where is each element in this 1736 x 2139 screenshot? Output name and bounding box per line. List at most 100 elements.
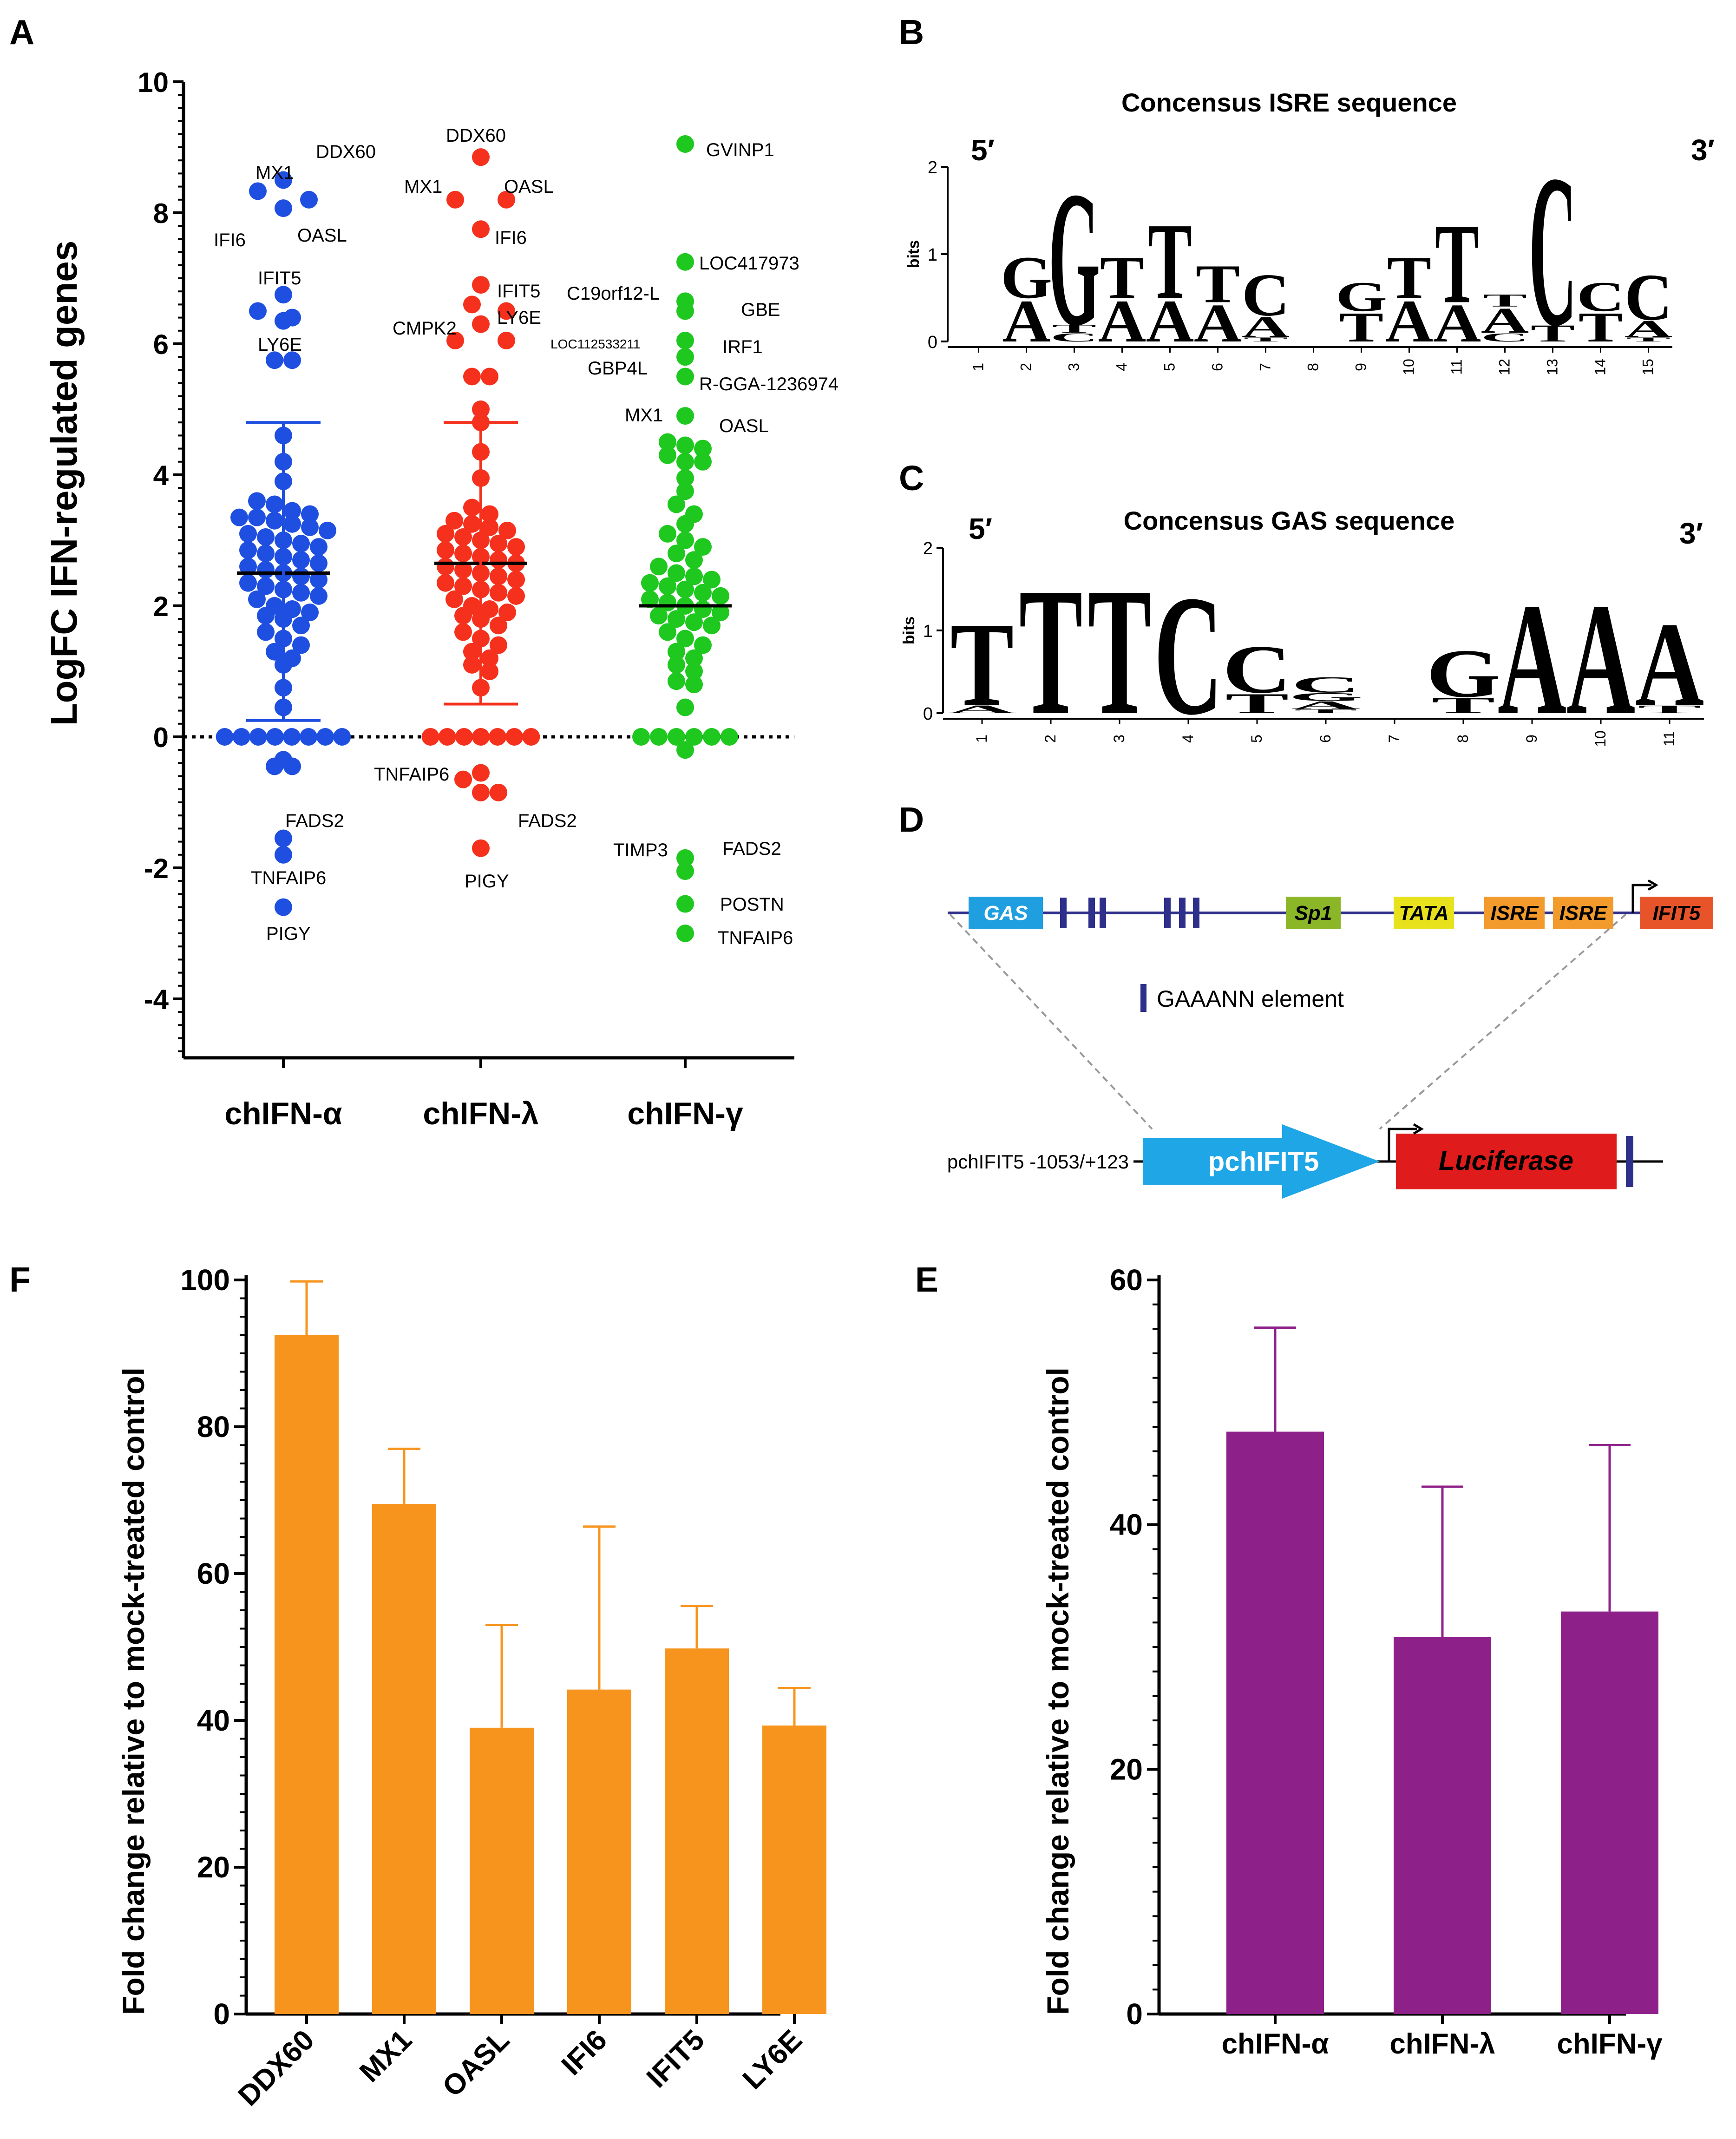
point-label: PIGY — [465, 871, 509, 892]
point-label: TNFAIP6 — [374, 764, 449, 785]
point-label: GBE — [741, 300, 780, 320]
logo-letter: A — [1002, 288, 1050, 355]
bar — [762, 1726, 826, 2014]
bar — [665, 1648, 729, 2014]
point-label: C19orf12-L — [567, 283, 660, 304]
logo-letter: T — [950, 597, 1014, 731]
gaaann-legend-icon — [1140, 984, 1146, 1012]
data-point — [248, 492, 266, 510]
data-point — [454, 623, 472, 641]
bars-e — [1226, 1326, 1658, 2014]
promoter-arrow-icon — [1143, 1124, 1380, 1199]
data-point — [668, 545, 685, 563]
gaaann-element — [1179, 898, 1186, 928]
logo-letter: A — [1242, 310, 1290, 344]
data-point — [659, 577, 676, 595]
data-point — [454, 528, 472, 546]
data-point — [650, 607, 668, 625]
data-point — [472, 783, 490, 801]
data-point — [650, 728, 668, 746]
data-point — [292, 535, 310, 553]
polya-element — [1626, 1136, 1633, 1187]
data-point — [239, 574, 257, 592]
panel-f-bar-chart: F Fold change relative to mock-treated c… — [9, 1260, 826, 2112]
data-point — [498, 190, 515, 209]
data-point — [292, 551, 310, 569]
logo-letter: T — [1531, 320, 1575, 347]
data-point — [283, 351, 301, 369]
data-point — [481, 505, 498, 523]
logo-letter: T — [1100, 244, 1144, 311]
data-point — [676, 741, 694, 759]
data-point — [249, 302, 267, 320]
logo-x-tick-label: 2 — [1018, 363, 1035, 371]
logo-x-tick-label: 11 — [1448, 359, 1465, 374]
logo-x-tick-label: 8 — [1305, 363, 1322, 371]
tata-box — [1394, 897, 1454, 929]
data-point — [507, 538, 525, 556]
gaaann-element — [1164, 898, 1171, 928]
data-point — [463, 643, 481, 661]
point-label: DDX60 — [446, 125, 506, 146]
point-label: LY6E — [497, 308, 541, 328]
data-point — [257, 623, 275, 641]
data-point — [659, 433, 676, 451]
data-point — [257, 545, 275, 563]
zoom-guide-right — [1379, 913, 1627, 1130]
point-label: MX1 — [255, 163, 294, 183]
data-point — [676, 135, 694, 153]
logo-x-tick-label: 12 — [1496, 359, 1513, 375]
point-label: MX1 — [404, 177, 442, 197]
data-point — [275, 199, 292, 217]
logo-letter: A — [1481, 300, 1529, 341]
panel-label-d: D — [899, 800, 924, 839]
data-point — [239, 558, 257, 576]
data-point — [275, 898, 292, 916]
data-point — [712, 587, 729, 605]
logo-x-tick-label: 5 — [1248, 735, 1265, 743]
point-label: OASL — [719, 416, 769, 436]
logo-letter: T — [1148, 201, 1192, 322]
luciferase-label: Luciferase — [1439, 1146, 1573, 1176]
logo-x-tick-label: 6 — [1209, 363, 1226, 371]
data-point — [310, 571, 328, 589]
data-point — [685, 663, 703, 680]
data-point — [249, 728, 267, 746]
logo-letter: C — [1291, 672, 1360, 698]
data-point — [641, 574, 659, 592]
data-point — [421, 728, 439, 746]
data-point — [721, 728, 738, 746]
data-point — [659, 446, 676, 464]
point-label: LY6E — [258, 335, 302, 355]
data-point — [505, 728, 524, 746]
data-point — [685, 728, 703, 746]
logo-y-label: bits — [905, 240, 923, 268]
data-point — [472, 315, 490, 333]
logo-y-tick-label: 1 — [928, 245, 937, 265]
point-label: GBP4L — [588, 358, 648, 379]
data-point — [676, 367, 694, 386]
y-tick-label: 6 — [153, 329, 169, 360]
data-point — [703, 728, 721, 746]
point-label: TNFAIP6 — [718, 928, 793, 948]
data-point — [446, 331, 464, 349]
x-tick-label: IFIT5 — [641, 2024, 711, 2094]
isre-box-label: ISRE — [1491, 902, 1539, 925]
data-point — [641, 590, 659, 608]
data-point — [454, 545, 472, 563]
x-axis-f: DDX60 MX1 OASL IFI6 IFIT5 LY6E — [232, 2024, 808, 2112]
point-label: CMPK2 — [393, 318, 457, 339]
data-point — [676, 531, 694, 549]
point-label: IFIT5 — [497, 281, 540, 302]
data-point — [216, 728, 234, 746]
logo-letter: A — [948, 703, 1016, 715]
logo-x-tick-label: 2 — [1042, 735, 1059, 743]
data-point — [694, 538, 712, 556]
data-point — [248, 508, 266, 526]
logo-letter: A — [1291, 699, 1360, 711]
data-point — [454, 561, 472, 579]
point-label: LOC417973 — [699, 253, 799, 274]
logo-y-tick-label: 0 — [928, 333, 937, 352]
data-point — [676, 482, 694, 500]
